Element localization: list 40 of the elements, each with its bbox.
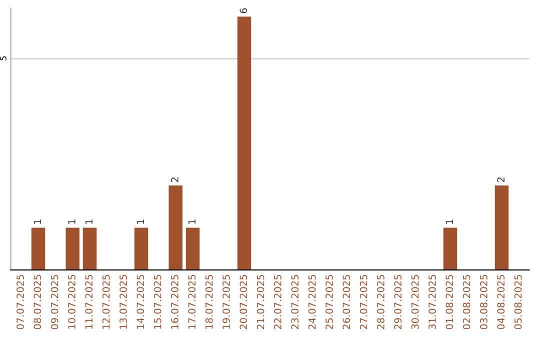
x-tick-label: 08.07.2025 <box>34 274 42 330</box>
x-tick-label: 05.08.2025 <box>514 274 522 330</box>
x-tick-label: 24.07.2025 <box>308 274 316 330</box>
x-tick-label: 04.08.2025 <box>497 274 505 330</box>
x-tick-label: 21.07.2025 <box>256 274 264 330</box>
data-label: 1 <box>446 220 453 224</box>
data-label: 1 <box>188 220 196 224</box>
x-tick-label: 19.07.2025 <box>222 274 230 329</box>
x-tick-label: 18.07.2025 <box>205 274 213 329</box>
x-tick-label: 01.08.2025 <box>446 274 454 330</box>
x-tick-label: 25.07.2025 <box>326 274 333 330</box>
x-tick-label: 02.08.2025 <box>462 274 470 330</box>
x-tick-label: 12.07.2025 <box>102 274 110 329</box>
x-tick-label: 14.07.2025 <box>136 274 144 329</box>
x-tick-label: 15.07.2025 <box>154 274 162 329</box>
data-label: 1 <box>85 220 92 224</box>
x-tick-label: 27.07.2025 <box>360 274 368 330</box>
data-label: 2 <box>497 178 504 182</box>
x-tick-label: 22.07.2025 <box>274 274 282 330</box>
x-tick-label: 09.07.2025 <box>50 274 58 330</box>
data-label: 2 <box>171 178 178 182</box>
x-tick-label: 17.07.2025 <box>188 274 196 329</box>
x-tick-label: 26.07.2025 <box>342 274 350 330</box>
x-tick-label: 20.07.2025 <box>240 274 248 330</box>
x-tick-label: 16.07.2025 <box>171 274 178 329</box>
x-tick-label: 07.07.2025 <box>16 274 24 330</box>
x-tick-label: 28.07.2025 <box>377 274 384 330</box>
x-tick-label: 11.07.2025 <box>85 274 93 329</box>
data-label: 1 <box>68 220 76 224</box>
y-tick-label: 5 <box>0 56 6 60</box>
data-label: 1 <box>34 220 41 224</box>
x-tick-label: 13.07.2025 <box>120 274 127 329</box>
data-label: 1 <box>136 220 144 224</box>
x-tick-label: 29.07.2025 <box>394 274 402 330</box>
x-tick-label: 23.07.2025 <box>291 274 299 330</box>
x-tick-label: 10.07.2025 <box>68 274 76 329</box>
x-tick-label: 03.08.2025 <box>480 274 488 330</box>
x-tick-label: 31.07.2025 <box>428 274 436 330</box>
x-tick-label: 30.07.2025 <box>411 274 419 330</box>
data-label: 6 <box>240 8 248 14</box>
